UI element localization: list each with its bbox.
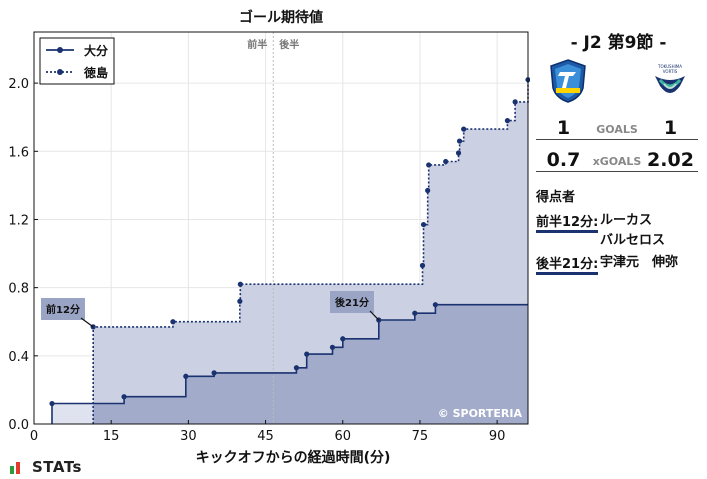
legend-box bbox=[39, 37, 115, 85]
line-away bbox=[92, 79, 529, 424]
legend-label-0: 大分 bbox=[84, 43, 108, 58]
home-point-0 bbox=[49, 400, 55, 407]
x-tick-label-0: 0 bbox=[30, 429, 38, 444]
goals-away: 1 bbox=[663, 117, 678, 139]
away-point-5 bbox=[420, 221, 427, 228]
x-tick-label-6: 90 bbox=[489, 429, 506, 444]
xg-divider bbox=[536, 171, 698, 172]
x-tick-label-5: 75 bbox=[412, 429, 429, 444]
away-point-1 bbox=[170, 319, 176, 325]
home-point-3 bbox=[211, 370, 217, 376]
scorer-2: 後半21分: 宇津元 伸弥 bbox=[536, 253, 678, 275]
x-tick-label-2: 30 bbox=[180, 429, 197, 444]
away-point-8 bbox=[443, 158, 449, 165]
home-point-2 bbox=[183, 373, 189, 379]
goal-away-pointer bbox=[80, 317, 94, 328]
home-point-9 bbox=[412, 310, 418, 316]
away-point-3 bbox=[237, 281, 243, 287]
goal-home-text: 後21分 bbox=[335, 296, 369, 309]
home-point-10 bbox=[432, 302, 438, 308]
x-tick-label-1: 15 bbox=[103, 429, 120, 444]
xg-home: 0.7 bbox=[546, 149, 581, 171]
xg-label: xGOALS bbox=[592, 155, 642, 168]
goal-away-text: 前12分 bbox=[46, 303, 80, 316]
x-axis-label: キックオフからの経過時間(分) bbox=[196, 449, 391, 466]
scorer-2-name-1: 宇津元 伸弥 bbox=[600, 255, 679, 270]
oita-trinita-logo bbox=[550, 59, 586, 103]
away-point-4 bbox=[419, 262, 426, 269]
goals-label: GOALS bbox=[596, 123, 638, 136]
away-point-6 bbox=[425, 187, 431, 194]
area-early bbox=[52, 403, 94, 424]
watermark: © SPORTERIA bbox=[438, 407, 523, 420]
away-point-11 bbox=[461, 126, 467, 132]
y-tick-label-2: 0.8 bbox=[8, 282, 29, 297]
home-point-7 bbox=[340, 336, 346, 342]
y-tick-label-0: 0.0 bbox=[8, 418, 29, 433]
legend-marker-1 bbox=[57, 69, 63, 75]
halftime-label-first: 前半 bbox=[247, 38, 267, 51]
scorer-1: 前半12分: ルーカス バルセロス bbox=[536, 211, 665, 248]
match-panel: - J2 第9節 - TOKUSHIMA VORTIS 1 GOALS 1 0.… bbox=[530, 0, 707, 479]
away-point-12 bbox=[504, 118, 511, 124]
svg-text:TOKUSHIMA: TOKUSHIMA bbox=[657, 64, 682, 69]
home-point-1 bbox=[121, 394, 127, 400]
goal-home-pointer bbox=[369, 310, 380, 321]
away-point-10 bbox=[456, 138, 463, 144]
scorer-1-time: 前半12分: bbox=[536, 211, 599, 233]
stats-brand: STATs bbox=[32, 458, 82, 476]
tokushima-vortis-logo: TOKUSHIMA VORTIS bbox=[655, 64, 685, 93]
x-tick-label-3: 45 bbox=[257, 429, 274, 444]
xg-away: 2.02 bbox=[647, 149, 694, 171]
y-tick-label-3: 1.2 bbox=[8, 213, 29, 228]
away-point-13 bbox=[512, 99, 518, 105]
away-point-7 bbox=[426, 162, 432, 168]
away-point-9 bbox=[455, 150, 462, 156]
y-tick-label-1: 0.4 bbox=[8, 350, 29, 365]
goal-away-box bbox=[41, 298, 85, 320]
xg-row: 0.7 xGOALS 2.02 bbox=[536, 149, 698, 175]
goals-row: 1 GOALS 1 bbox=[536, 117, 698, 143]
goals-home: 1 bbox=[556, 117, 571, 139]
svg-text:VORTIS: VORTIS bbox=[663, 69, 678, 74]
legend-label-1: 徳島 bbox=[83, 65, 108, 80]
y-tick-label-5: 2.0 bbox=[8, 77, 29, 92]
legend-marker-0 bbox=[57, 47, 63, 53]
home-point-4 bbox=[293, 365, 300, 371]
chart-title: ゴール期待値 bbox=[239, 9, 323, 26]
scorer-1-name-2: バルセロス bbox=[600, 233, 666, 248]
home-point-5 bbox=[304, 351, 310, 357]
match-title: - J2 第9節 - bbox=[570, 33, 667, 53]
goals-divider bbox=[536, 139, 698, 140]
scorer-2-time: 後半21分: bbox=[536, 253, 599, 275]
x-tick-label-4: 60 bbox=[334, 429, 351, 444]
home-point-6 bbox=[329, 344, 336, 350]
y-tick-label-4: 1.6 bbox=[8, 145, 29, 160]
area-home bbox=[52, 304, 528, 424]
goal-home-box bbox=[330, 291, 374, 313]
axes-frame bbox=[33, 31, 529, 425]
halftime-label-second: 後半 bbox=[279, 38, 299, 51]
away-point-2 bbox=[237, 298, 243, 304]
scorers-title: 得点者 bbox=[536, 190, 576, 205]
scorer-1-name-1: ルーカス bbox=[600, 213, 653, 228]
stats-bars-icon bbox=[10, 462, 20, 474]
